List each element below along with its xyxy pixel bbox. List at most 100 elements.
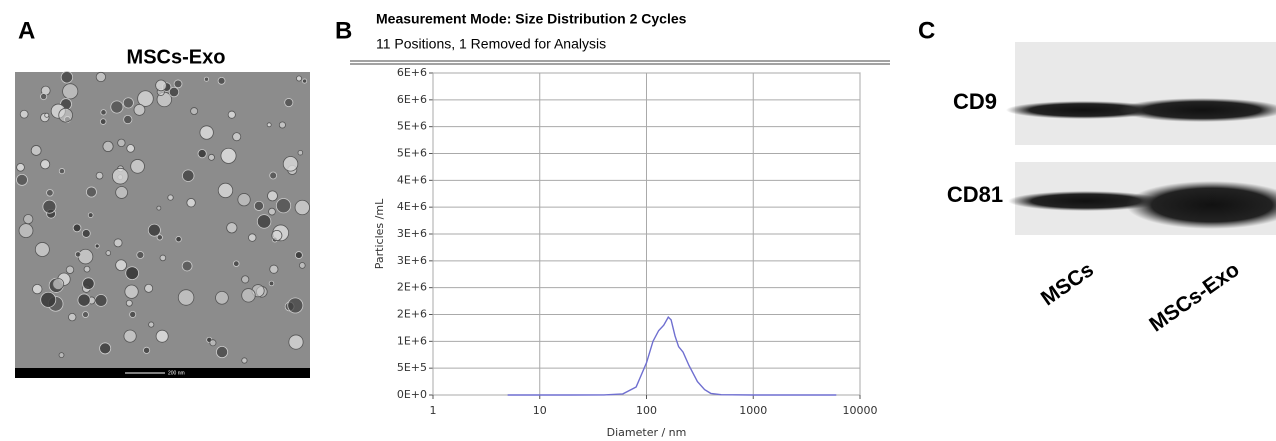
vesicle xyxy=(66,266,74,274)
vesicle xyxy=(124,115,132,123)
vesicle xyxy=(168,195,173,200)
y-tick-label: 4E+6 xyxy=(397,173,427,186)
vesicle xyxy=(242,276,249,283)
y-tick-label: 3E+6 xyxy=(397,254,427,267)
vesicle xyxy=(31,145,41,155)
vesicle xyxy=(82,229,90,237)
vesicle xyxy=(145,284,153,292)
vesicle xyxy=(41,160,50,169)
vesicle xyxy=(88,213,93,218)
vesicle xyxy=(285,98,293,106)
vesicle xyxy=(112,168,128,184)
vesicle xyxy=(302,79,306,83)
vesicle xyxy=(289,335,303,349)
vesicle xyxy=(156,80,167,91)
vesicle xyxy=(156,330,168,342)
panel-title: MSCs-Exo xyxy=(127,46,226,68)
vesicle xyxy=(242,358,247,363)
figure: A MSCs-Exo 200 nm B Measurement Mode: Si… xyxy=(0,0,1276,441)
vesicle xyxy=(17,163,25,171)
vesicle xyxy=(210,340,216,346)
vesicle xyxy=(116,260,127,271)
vesicle xyxy=(208,154,214,160)
vesicle xyxy=(248,234,256,242)
vesicle xyxy=(187,198,196,207)
vesicle xyxy=(299,263,305,269)
vesicle xyxy=(148,224,160,236)
vesicle xyxy=(233,261,239,267)
vesicle xyxy=(100,119,106,125)
panel-label: A xyxy=(18,17,35,44)
vesicle xyxy=(114,239,122,247)
x-tick-label: 10 xyxy=(533,404,547,417)
vesicle xyxy=(198,149,206,157)
vesicle xyxy=(204,77,208,81)
x-tick-label: 1 xyxy=(430,404,437,417)
x-tick-label: 100 xyxy=(636,404,657,417)
vesicle xyxy=(270,172,277,179)
vesicle xyxy=(59,168,64,173)
vesicle xyxy=(269,208,276,215)
panel-label: C xyxy=(918,17,935,44)
vesicle xyxy=(45,113,49,117)
lane-label: MSCs xyxy=(1037,258,1098,310)
vesicle xyxy=(268,191,278,201)
chart-title: Measurement Mode: Size Distribution 2 Cy… xyxy=(376,11,687,27)
y-tick-label: 2E+6 xyxy=(397,308,427,321)
vesicle xyxy=(75,252,80,257)
vesicle xyxy=(127,145,135,153)
vesicle xyxy=(125,285,138,298)
vesicle xyxy=(216,346,227,357)
band-label: CD9 xyxy=(953,89,997,114)
vesicle xyxy=(47,189,54,196)
vesicle xyxy=(41,93,47,99)
y-axis-title: Particles /mL xyxy=(373,198,386,269)
y-tick-label: 5E+6 xyxy=(397,147,427,160)
data-line xyxy=(508,317,837,395)
vesicle xyxy=(176,236,181,241)
vesicle xyxy=(182,261,192,271)
vesicle xyxy=(295,200,309,214)
vesicle xyxy=(131,159,145,173)
vesicle xyxy=(116,187,128,199)
vesicle xyxy=(178,290,194,306)
vesicle xyxy=(123,98,133,108)
lane-label: MSCs-Exo xyxy=(1145,258,1243,336)
vesicle xyxy=(169,87,179,97)
vesicle xyxy=(295,252,302,259)
vesicle xyxy=(279,122,285,128)
y-tick-label: 3E+6 xyxy=(397,227,427,240)
blot-background xyxy=(1015,42,1276,145)
vesicle xyxy=(130,311,136,317)
vesicle xyxy=(288,298,303,313)
vesicle xyxy=(68,313,76,321)
vesicle xyxy=(134,104,145,115)
vesicle xyxy=(103,141,113,151)
vesicle xyxy=(78,294,90,306)
vesicle xyxy=(218,77,225,84)
vesicle xyxy=(106,251,111,256)
vesicle xyxy=(137,251,144,258)
vesicle xyxy=(96,172,103,179)
x-tick-label: 1000 xyxy=(739,404,767,417)
vesicle xyxy=(118,139,126,147)
x-axis-title: Diameter / nm xyxy=(607,426,687,439)
y-tick-label: 2E+6 xyxy=(397,281,427,294)
vesicle xyxy=(216,291,229,304)
vesicle xyxy=(41,292,56,307)
vesicle xyxy=(63,84,78,99)
vesicle xyxy=(83,278,95,290)
vesicle xyxy=(272,230,282,240)
vesicle xyxy=(35,242,49,256)
vesicle xyxy=(228,111,235,118)
vesicle xyxy=(53,279,64,290)
vesicle xyxy=(33,284,42,293)
y-tick-label: 6E+6 xyxy=(397,93,427,106)
x-tick-label: 10000 xyxy=(843,404,878,417)
chart-subtitle: 11 Positions, 1 Removed for Analysis xyxy=(376,36,606,52)
vesicle xyxy=(24,214,33,223)
vesicle xyxy=(126,267,139,280)
vesicle xyxy=(283,157,298,172)
vesicle xyxy=(160,255,166,261)
vesicle xyxy=(270,265,278,273)
